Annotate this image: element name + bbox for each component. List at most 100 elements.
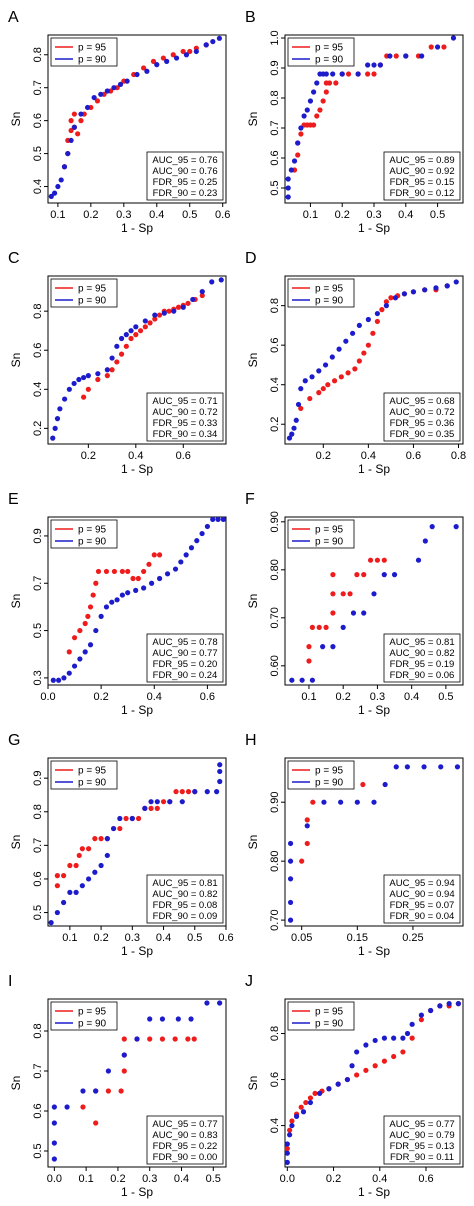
data-point bbox=[340, 591, 346, 597]
legend-entry: p = 95 bbox=[315, 525, 344, 536]
data-point bbox=[437, 1003, 443, 1009]
data-point bbox=[82, 620, 88, 627]
legend-box bbox=[287, 278, 355, 308]
data-point bbox=[291, 158, 298, 164]
data-point bbox=[374, 310, 380, 317]
data-point bbox=[300, 1109, 307, 1115]
data-point bbox=[98, 862, 104, 869]
x-tick-label: 0.3 bbox=[116, 209, 131, 221]
x-tick-label: 0.2 bbox=[93, 691, 108, 703]
data-point bbox=[78, 118, 84, 124]
x-tick-label: 0.4 bbox=[372, 1173, 387, 1185]
data-point bbox=[185, 300, 191, 306]
data-point bbox=[85, 386, 91, 392]
x-tick-label: 0.4 bbox=[149, 209, 164, 221]
legend-entry: p = 90 bbox=[315, 55, 344, 66]
legend-box bbox=[287, 760, 355, 790]
data-point bbox=[433, 285, 439, 291]
data-point bbox=[298, 125, 304, 131]
roc-panel-j: J 0.0 0.2 0.4 0.6 0.4 0.6 0.8 1 - Sp Sn p = 95p = … bbox=[245, 973, 464, 1199]
data-point bbox=[309, 677, 315, 683]
data-point bbox=[298, 1104, 304, 1110]
legend-entry: p = 90 bbox=[78, 778, 107, 789]
y-tick-label: 0.5 bbox=[32, 146, 44, 161]
data-point bbox=[54, 883, 60, 889]
data-point bbox=[298, 131, 304, 137]
data-point bbox=[354, 1072, 360, 1078]
x-tick-label: 0.4 bbox=[398, 209, 413, 221]
stats-frame bbox=[146, 1115, 224, 1165]
roc-panel-f: F 0.1 0.2 0.3 0.4 0.5 0.60 0.70 0.80 0.90 1 - Sp Sn… bbox=[245, 491, 464, 717]
data-point bbox=[105, 1068, 111, 1074]
data-point bbox=[391, 1053, 397, 1060]
data-point bbox=[66, 386, 72, 392]
stats-frame bbox=[383, 392, 461, 442]
data-point bbox=[114, 597, 120, 603]
data-point bbox=[372, 1063, 378, 1069]
y-tick-label: 0.90 bbox=[269, 791, 281, 812]
data-point bbox=[323, 624, 329, 630]
plot-frame bbox=[284, 516, 464, 686]
data-point bbox=[175, 304, 182, 310]
data-point bbox=[289, 1122, 295, 1129]
legend-entry: p = 95 bbox=[78, 284, 107, 295]
data-point bbox=[87, 604, 94, 610]
data-point bbox=[103, 604, 110, 610]
data-point bbox=[129, 815, 135, 822]
legend: p = 95p = 90 bbox=[287, 519, 355, 549]
x-tick-label: 0.8 bbox=[451, 450, 466, 462]
stats-frame bbox=[146, 633, 224, 683]
data-point bbox=[371, 591, 377, 597]
stat-line: FDR_95 = 0.25 bbox=[153, 177, 218, 188]
data-point bbox=[365, 342, 371, 348]
data-point bbox=[178, 559, 184, 565]
data-point bbox=[419, 53, 425, 59]
x-axis-label: 1 - Sp bbox=[121, 1185, 153, 1199]
data-point bbox=[418, 1012, 424, 1018]
data-point bbox=[71, 380, 77, 387]
y-tick-label: 0.8 bbox=[32, 47, 44, 62]
data-point bbox=[428, 44, 434, 50]
y-tick-label: 0.6 bbox=[269, 1072, 281, 1087]
x-tick-label: 0.1 bbox=[50, 209, 65, 221]
data-point bbox=[354, 799, 360, 805]
stat-line: AUC_90 = 0.83 bbox=[152, 1130, 217, 1141]
x-tick-label: 0.1 bbox=[301, 691, 316, 703]
stats-frame bbox=[383, 633, 461, 683]
data-point bbox=[61, 899, 67, 906]
stats-frame bbox=[383, 1115, 461, 1165]
plot-frame bbox=[47, 757, 227, 927]
data-point bbox=[204, 1000, 210, 1006]
data-point bbox=[95, 568, 102, 575]
data-point bbox=[117, 81, 124, 88]
data-point bbox=[284, 1159, 290, 1165]
legend: p = 95p = 90 bbox=[50, 519, 118, 549]
x-tick-label: 0.0 bbox=[40, 691, 55, 703]
data-point bbox=[82, 649, 88, 655]
data-point bbox=[71, 111, 77, 117]
x-tick-label: 0.4 bbox=[361, 450, 376, 462]
panel-label: G bbox=[8, 732, 20, 749]
legend-entry: p = 90 bbox=[315, 1019, 344, 1030]
data-point bbox=[400, 1049, 406, 1055]
y-tick-label: 0.6 bbox=[32, 1103, 44, 1118]
data-point bbox=[156, 312, 163, 318]
data-point bbox=[333, 80, 339, 86]
panel-label: H bbox=[245, 732, 257, 749]
data-point bbox=[306, 658, 312, 664]
data-point bbox=[121, 1036, 127, 1042]
data-point bbox=[173, 55, 180, 61]
legend-entry: p = 90 bbox=[78, 296, 107, 307]
data-point bbox=[137, 328, 144, 334]
data-point bbox=[152, 312, 158, 318]
panel-label: E bbox=[8, 491, 19, 508]
data-point bbox=[339, 71, 345, 77]
data-point bbox=[147, 320, 153, 326]
data-point bbox=[374, 318, 380, 325]
data-point bbox=[73, 862, 79, 869]
data-point bbox=[154, 62, 160, 68]
data-point bbox=[167, 799, 173, 805]
data-point bbox=[400, 1035, 406, 1041]
data-point bbox=[316, 368, 322, 374]
